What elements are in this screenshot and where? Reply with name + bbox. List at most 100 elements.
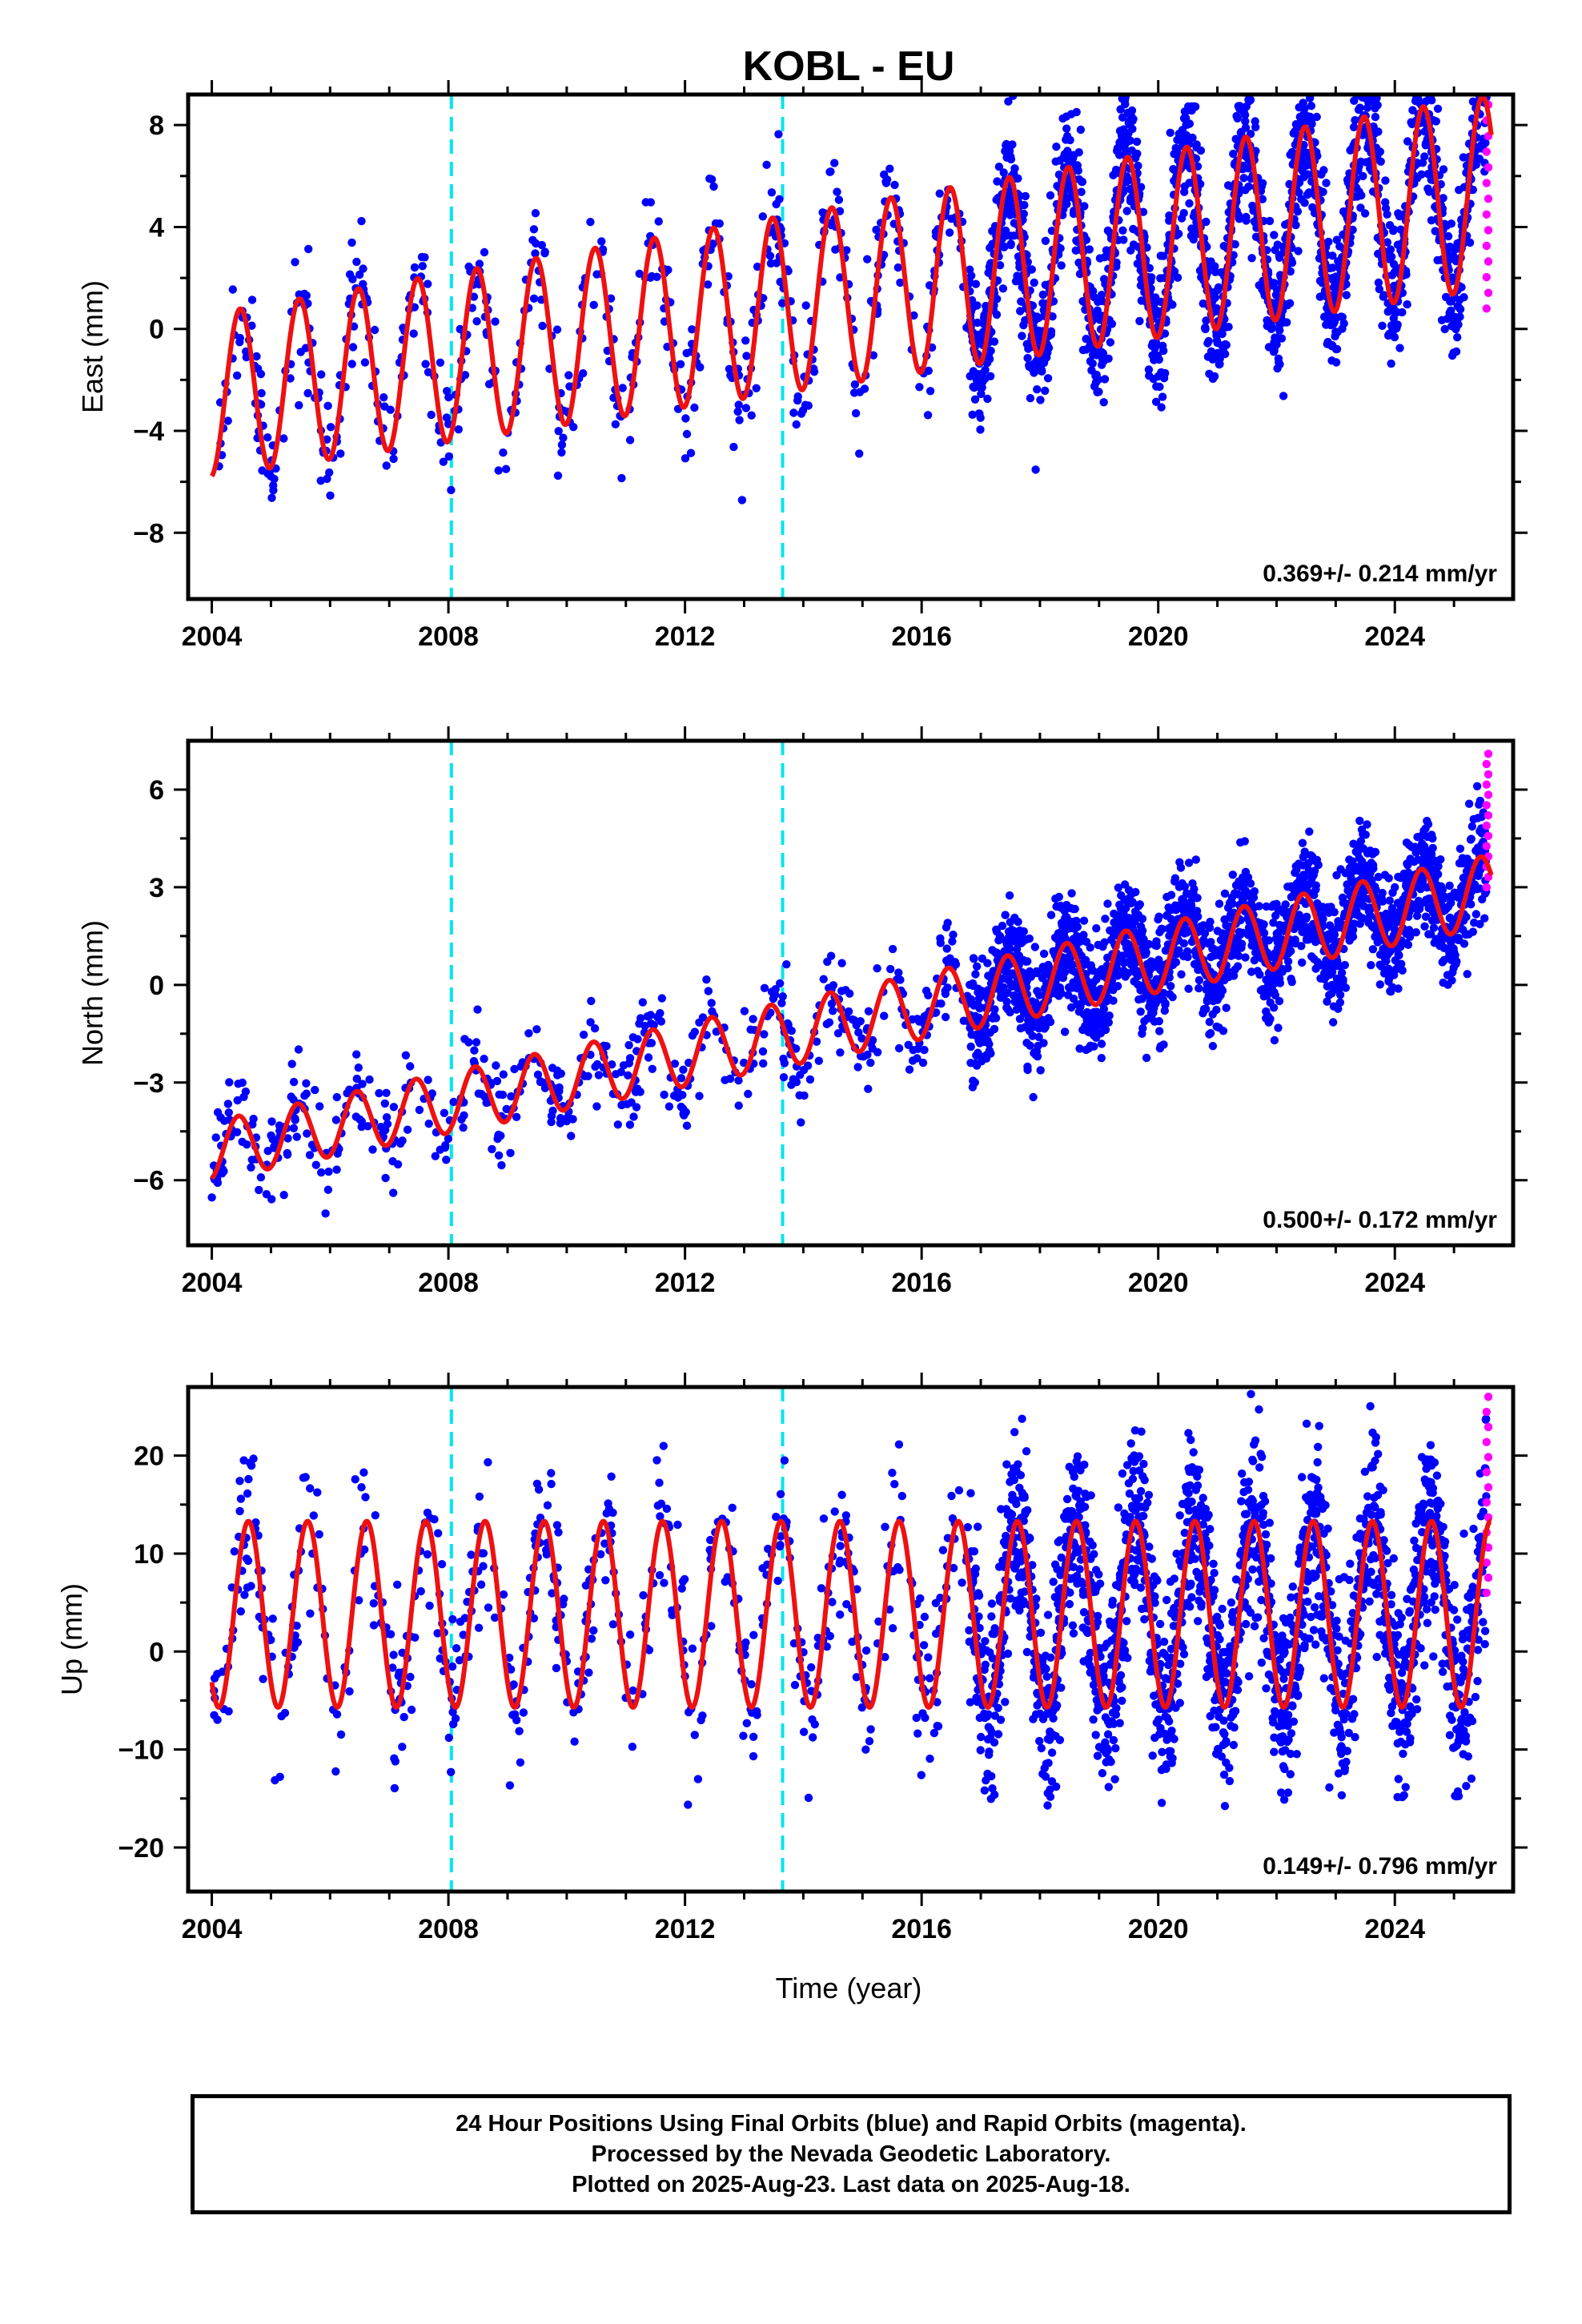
north-point [1298, 958, 1307, 967]
east-point [1250, 75, 1258, 83]
north-point [864, 1084, 873, 1093]
east-point [872, 225, 881, 235]
north-point [725, 1074, 735, 1084]
east-point [1293, 207, 1303, 216]
east-point [1425, 74, 1433, 82]
east-point [1357, 70, 1365, 78]
north-point [836, 1048, 845, 1057]
east-point [983, 394, 992, 404]
east-point [915, 383, 924, 392]
north-point [1099, 1004, 1109, 1014]
east-point [1161, 368, 1170, 378]
east-point [444, 392, 453, 402]
east-point [735, 416, 744, 424]
north-point [398, 1136, 407, 1145]
north-point [646, 1011, 655, 1019]
north-point [966, 1042, 975, 1051]
east-data-layer [210, 48, 1494, 599]
north-point [1067, 889, 1076, 898]
east-point [976, 425, 985, 434]
north-point [548, 1106, 557, 1116]
north-point [863, 1050, 872, 1059]
east-point [834, 195, 844, 204]
east-point [531, 249, 540, 258]
east-point [554, 427, 563, 436]
east-point [1355, 103, 1364, 112]
east-point [1301, 62, 1309, 70]
north-point [608, 1060, 616, 1069]
north-point [1384, 874, 1393, 883]
east-point [589, 300, 598, 309]
north-point [381, 1173, 390, 1183]
north-point [1394, 984, 1403, 993]
east-point [882, 175, 892, 184]
east-point [1360, 209, 1370, 218]
north-point [238, 1078, 247, 1088]
north-point [991, 1014, 1001, 1023]
east-point [1201, 324, 1210, 334]
east-point [323, 401, 332, 410]
north-point [401, 1051, 411, 1060]
east-point [664, 265, 673, 275]
east-point [1241, 59, 1249, 67]
east-point [370, 325, 379, 335]
east-point [1188, 74, 1196, 82]
north-point [1039, 1039, 1048, 1047]
east-point [830, 159, 839, 167]
east-point [1319, 166, 1328, 175]
east-point [967, 271, 976, 280]
east-point [1258, 179, 1267, 187]
east-point [1124, 175, 1134, 185]
east-point [850, 380, 860, 389]
east-point [1030, 278, 1038, 287]
north-point [431, 1152, 440, 1160]
north-point [1159, 1040, 1168, 1049]
north-point [556, 1114, 565, 1123]
north-point [1206, 917, 1215, 927]
east-point [1476, 71, 1484, 79]
east-point [1192, 140, 1201, 149]
east-point [444, 420, 453, 428]
east-y-tick-label: −8 [133, 518, 164, 549]
east-point [1476, 68, 1484, 76]
east-point [1319, 187, 1327, 196]
north-point [777, 999, 786, 1007]
east-point [447, 485, 456, 495]
north-point [1274, 1023, 1283, 1032]
north-point [424, 1120, 433, 1128]
north-point [924, 991, 933, 1000]
north-point [440, 1108, 449, 1118]
north-point [1029, 1092, 1038, 1102]
north-point [660, 1090, 669, 1100]
east-point [1106, 338, 1115, 347]
east-point [1244, 48, 1252, 56]
east-point [1374, 278, 1383, 287]
north-point [592, 1102, 601, 1111]
north-point [368, 1145, 377, 1154]
east-point [1387, 359, 1395, 368]
north-point [584, 1072, 592, 1081]
north-point [497, 1160, 506, 1170]
north-point [459, 1123, 468, 1132]
north-point [1281, 900, 1290, 909]
north-point [1023, 957, 1032, 966]
north-point [224, 1108, 233, 1117]
north-point [695, 1092, 704, 1100]
east-point [348, 343, 358, 352]
east-point [1076, 125, 1086, 135]
north-point [1168, 992, 1177, 1002]
north-point [665, 1102, 674, 1111]
north-point [1001, 911, 1010, 919]
north-point [1335, 991, 1345, 999]
east-point [1021, 191, 1030, 201]
east-point [1244, 182, 1253, 191]
north-point [778, 992, 787, 1001]
east-point [1478, 55, 1486, 63]
east-point [1482, 85, 1490, 93]
east-point [1144, 365, 1154, 374]
north-point [1179, 939, 1189, 948]
north-point [499, 1070, 508, 1079]
east-point [1417, 170, 1426, 179]
east-point [1375, 284, 1384, 294]
east-point [326, 491, 335, 500]
